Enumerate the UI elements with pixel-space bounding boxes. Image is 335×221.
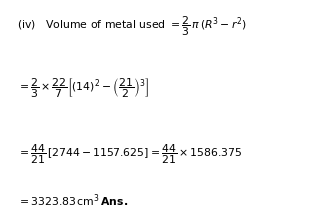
Text: $=\dfrac{44}{21}\,[2744-1157.625]=\dfrac{44}{21}\times1586.375$: $=\dfrac{44}{21}\,[2744-1157.625]=\dfrac…: [17, 143, 243, 166]
Text: $=\dfrac{2}{3}\times\dfrac{22}{7}\left[(14)^2-\left(\dfrac{21}{2}\right)^3\right: $=\dfrac{2}{3}\times\dfrac{22}{7}\left[(…: [17, 77, 149, 100]
Text: (iv)   Volume of metal used $=\dfrac{2}{3}\,\pi\,(R^3-r^2)$: (iv) Volume of metal used $=\dfrac{2}{3}…: [17, 15, 246, 38]
Text: $=3323.83\,\mathrm{cm}^3\,\mathbf{Ans.}$: $=3323.83\,\mathrm{cm}^3\,\mathbf{Ans.}$: [17, 193, 128, 210]
